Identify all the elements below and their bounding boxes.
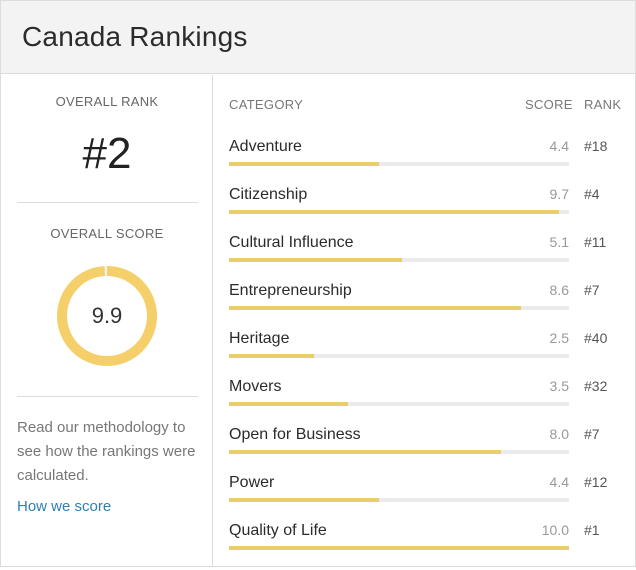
score-bar-fill [229,546,569,550]
divider [17,202,198,203]
category-score: 10.0 [541,522,569,538]
category-rank: #18 [584,138,608,154]
category-row[interactable]: Entrepreneurship 8.6 #7 [214,282,635,330]
category-row[interactable]: Cultural Influence 5.1 #11 [214,234,635,282]
page-title: Canada Rankings [22,21,248,52]
score-bar-track [229,210,569,214]
score-bar-track [229,450,569,454]
score-ring [57,266,157,366]
score-bar-track [229,498,569,502]
methodology-text: Read our methodology to see how the rank… [17,419,196,484]
score-column-header: SCORE [525,97,573,112]
category-name: Adventure [229,138,302,155]
score-bar-track [229,306,569,310]
category-row[interactable]: Power 4.4 #12 [214,474,635,522]
category-table: CATEGORY SCORE RANK Adventure 4.4 #18 Citiz… [214,75,635,567]
overall-rank-value: #2 [82,129,132,178]
category-score: 5.1 [549,234,569,250]
category-rank: #12 [584,474,608,490]
divider [17,396,198,397]
category-name: Cultural Influence [229,234,354,251]
category-score: 4.4 [549,138,569,154]
score-bar-fill [229,450,501,454]
category-row[interactable]: Citizenship 9.7 #4 [214,186,635,234]
score-bar-fill [229,354,314,358]
score-bar-track [229,546,569,550]
category-row[interactable]: Quality of Life 10.0 #1 [214,522,635,570]
overall-panel: OVERALL RANK #2 OVERALL SCORE 9.9 Read o… [1,75,213,567]
category-row[interactable]: Adventure 4.4 #18 [214,138,635,186]
category-score: 9.7 [549,186,569,202]
score-bar-track [229,402,569,406]
score-ring-arc [57,266,157,366]
category-rank: #7 [584,426,600,442]
overall-score-value: 9.9 [91,303,123,328]
score-bar-track [229,162,569,166]
category-rank: #4 [584,186,600,202]
rank-column-header: RANK [584,97,622,112]
score-bar-track [229,354,569,358]
category-column-header: CATEGORY [229,97,304,112]
card-header: Canada Rankings [1,1,635,74]
score-bar-fill [229,258,402,262]
category-score: 2.5 [549,330,569,346]
category-row[interactable]: Movers 3.5 #32 [214,378,635,426]
category-score: 8.6 [549,282,569,298]
category-row[interactable]: Heritage 2.5 #40 [214,330,635,378]
category-name: Quality of Life [229,522,327,539]
how-we-score-link[interactable]: How we score [17,498,112,515]
category-rank: #32 [584,378,608,394]
category-row[interactable]: Open for Business 8.0 #7 [214,426,635,474]
score-bar-fill [229,210,559,214]
category-rank: #40 [584,330,608,346]
category-rank: #7 [584,282,600,298]
score-bar-fill [229,402,348,406]
score-bar-fill [229,306,521,310]
category-name: Heritage [229,330,290,347]
category-name: Power [229,474,275,491]
overall-rank-label: OVERALL RANK [55,94,159,109]
overall-score-label: OVERALL SCORE [50,226,164,241]
category-score: 3.5 [549,378,569,394]
category-name: Open for Business [229,426,361,443]
category-rank: #1 [584,522,600,538]
category-name: Entrepreneurship [229,282,352,299]
score-bar-fill [229,162,379,166]
score-bar-fill [229,498,379,502]
score-bar-track [229,258,569,262]
category-rank: #11 [584,234,607,250]
category-score: 4.4 [549,474,569,490]
category-name: Movers [229,378,282,395]
category-name: Citizenship [229,186,308,203]
category-score: 8.0 [549,426,569,442]
